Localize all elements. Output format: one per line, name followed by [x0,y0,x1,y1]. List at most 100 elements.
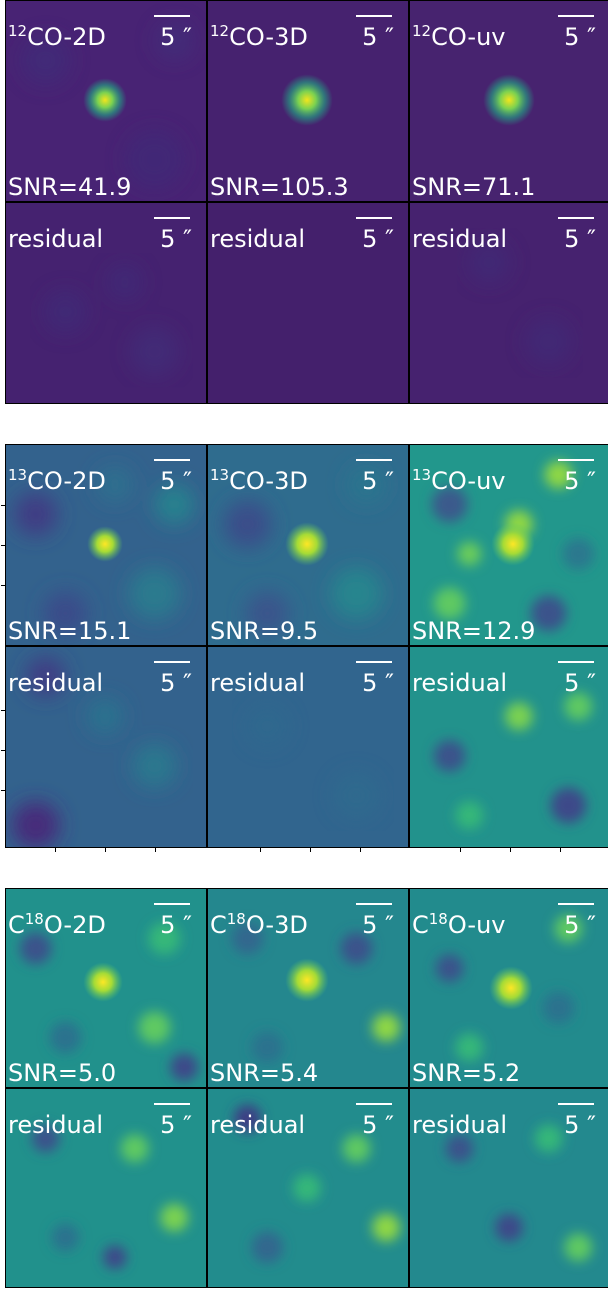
scale-bar [154,15,190,17]
scale-label: 5 ″ [362,911,394,939]
tick-mark [155,848,156,852]
panel-12co-uv-residual: residual 5 ″ [409,202,608,404]
map-image [6,445,206,645]
scale-bar [558,661,594,663]
scale-label: 5 ″ [160,467,192,495]
map-image [208,647,408,847]
scale-label: 5 ″ [160,225,192,253]
scale-label: 5 ″ [160,669,192,697]
scale-label: 5 ″ [160,911,192,939]
residual-label: residual [8,669,104,697]
panel-13co-uv-residual: residual 5 ″ [409,646,608,848]
residual-label: residual [412,669,508,697]
panel-13co-3d-residual: residual 5 ″ [207,646,409,848]
panel-c18o-2d-residual: residual 5 ″ [5,1088,207,1288]
tick-mark [1,750,5,751]
map-image [410,203,608,403]
panel-12co-uv: 12CO-uv 5 ″ SNR=71.1 [409,0,608,202]
map-image [410,889,608,1087]
scale-label: 5 ″ [564,225,596,253]
tick-mark [560,848,561,852]
map-image [6,1,206,201]
map-image [6,203,206,403]
residual-row: residual 5 ″ residual 5 ″ residual 5 ″ [5,202,608,404]
snr-label: SNR=105.3 [210,173,349,201]
map-image [208,1089,408,1287]
panel-13co-uv: 13CO-uv 5 ″ SNR=12.9 [409,444,608,646]
map-image [208,1,408,201]
scale-bar [356,217,392,219]
panel-13co-2d-residual: residual 5 ″ [5,646,207,848]
scale-bar [558,1103,594,1105]
scale-label: 5 ″ [564,23,596,51]
panel-12co-2d-residual: residual 5 ″ [5,202,207,404]
scale-bar [558,459,594,461]
scale-bar [558,903,594,905]
scale-bar [356,459,392,461]
tick-mark [510,848,511,852]
snr-label: SNR=5.4 [210,1059,319,1087]
residual-label: residual [412,225,508,253]
panel-label: 13CO-3D [210,466,308,495]
scale-bar [356,903,392,905]
panel-c18o-uv-residual: residual 5 ″ [409,1088,608,1288]
map-image [208,445,408,645]
snr-label: SNR=15.1 [8,617,132,645]
tick-mark [105,848,106,852]
scale-label: 5 ″ [362,23,394,51]
panel-label: 13CO-uv [412,466,506,495]
map-image [208,203,408,403]
panel-c18o-uv: C18O-uv 5 ″ SNR=5.2 [409,888,608,1088]
scale-label: 5 ″ [160,23,192,51]
scale-bar [154,217,190,219]
model-row: 12CO-2D 5 ″ SNR=41.9 12CO-3D 5 ″ SNR=105… [5,0,608,202]
residual-label: residual [8,1111,104,1139]
panel-13co-3d: 13CO-3D 5 ″ SNR=9.5 [207,444,409,646]
scale-bar [154,459,190,461]
tick-mark [1,710,5,711]
residual-row: residual 5 ″ residual 5 ″ [5,646,608,848]
scale-bar [356,15,392,17]
tick-mark [55,848,56,852]
panel-c18o-3d-residual: residual 5 ″ [207,1088,409,1288]
map-image [6,1089,206,1287]
panel-label: C18O-2D [8,910,106,939]
figure-group-13co: 13CO-2D 5 ″ SNR=15.1 13CO-3D 5 ″ SNR=9.5 [5,444,608,848]
model-row: 13CO-2D 5 ″ SNR=15.1 13CO-3D 5 ″ SNR=9.5 [5,444,608,646]
scale-bar [154,661,190,663]
scale-label: 5 ″ [362,225,394,253]
panel-12co-3d-residual: residual 5 ″ [207,202,409,404]
scale-label: 5 ″ [564,669,596,697]
scale-label: 5 ″ [564,1111,596,1139]
map-image [6,889,206,1087]
panel-label: 12CO-2D [8,22,106,51]
snr-label: SNR=12.9 [412,617,536,645]
scale-label: 5 ″ [362,1111,394,1139]
map-image [410,1,608,201]
tick-mark [1,790,5,791]
map-image [410,647,608,847]
panel-13co-2d: 13CO-2D 5 ″ SNR=15.1 [5,444,207,646]
residual-label: residual [210,669,306,697]
snr-label: SNR=9.5 [210,617,319,645]
map-image [208,889,408,1087]
snr-label: SNR=41.9 [8,173,132,201]
snr-label: SNR=5.0 [8,1059,117,1087]
snr-label: SNR=71.1 [412,173,536,201]
panel-label: 12CO-uv [412,22,506,51]
figure-group-12co: 12CO-2D 5 ″ SNR=41.9 12CO-3D 5 ″ SNR=105… [5,0,608,404]
tick-mark [260,848,261,852]
model-row: C18O-2D 5 ″ SNR=5.0 C18O-3D 5 ″ SNR=5.4 [5,888,608,1088]
scale-bar [356,1103,392,1105]
residual-label: residual [412,1111,508,1139]
figure-group-c18o: C18O-2D 5 ″ SNR=5.0 C18O-3D 5 ″ SNR=5.4 [5,888,608,1288]
scale-label: 5 ″ [160,1111,192,1139]
tick-mark [1,545,5,546]
residual-label: residual [210,1111,306,1139]
panel-label: 13CO-2D [8,466,106,495]
panel-c18o-3d: C18O-3D 5 ″ SNR=5.4 [207,888,409,1088]
panel-label: C18O-uv [412,910,506,939]
scale-label: 5 ″ [564,911,596,939]
residual-label: residual [210,225,306,253]
residual-row: residual 5 ″ residual 5 ″ [5,1088,608,1288]
